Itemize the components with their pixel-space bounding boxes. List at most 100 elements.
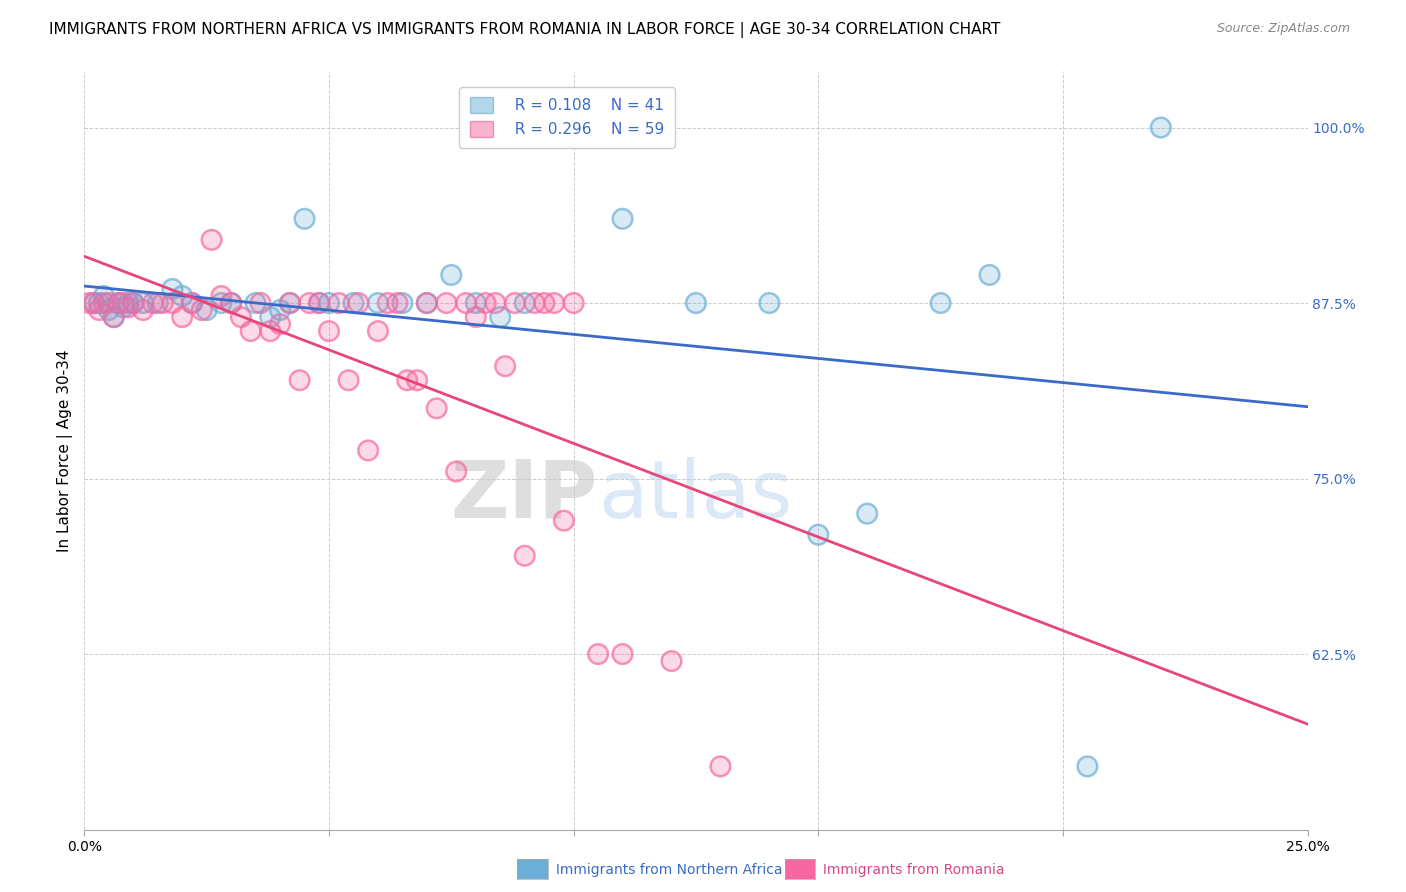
Text: IMMIGRANTS FROM NORTHERN AFRICA VS IMMIGRANTS FROM ROMANIA IN LABOR FORCE | AGE : IMMIGRANTS FROM NORTHERN AFRICA VS IMMIG… [49,22,1001,38]
Point [586,647,609,661]
Point [342,296,364,310]
Point [172,310,194,324]
Point [239,324,262,338]
Point [288,373,311,387]
Point [112,296,135,310]
Point [454,296,477,310]
Point [87,303,110,318]
Point [396,373,419,387]
Point [288,373,311,387]
Point [807,527,830,541]
Point [259,310,281,324]
Point [553,514,575,528]
Point [523,296,546,310]
Point [209,296,232,310]
Point [97,296,120,310]
Point [318,324,340,338]
Point [1076,759,1098,773]
Point [661,654,683,668]
Point [117,300,139,314]
Point [146,296,169,310]
Point [318,296,340,310]
Point [87,296,110,310]
Point [357,443,380,458]
Point [367,296,389,310]
Point [162,282,184,296]
Point [464,310,486,324]
Point [318,324,340,338]
Point [337,373,360,387]
Point [406,373,429,387]
Point [97,303,120,318]
Point [856,507,879,521]
Point [112,300,135,314]
Point [454,296,477,310]
Point [219,296,242,310]
Point [122,296,145,310]
Point [122,296,145,310]
Point [142,296,165,310]
Point [103,310,125,324]
Point [93,289,115,303]
Point [93,296,115,310]
Point [513,296,536,310]
Point [132,296,155,310]
Point [391,296,413,310]
Point [117,296,139,310]
Point [503,296,526,310]
Point [259,324,281,338]
Point [181,296,204,310]
Point [181,296,204,310]
Point [117,300,139,314]
Point [416,296,439,310]
Point [172,289,194,303]
Point [328,296,350,310]
Point [367,296,389,310]
Point [97,296,120,310]
Point [200,233,222,247]
Point [484,296,506,310]
Point [103,310,125,324]
Point [269,303,291,318]
Point [1150,120,1173,135]
Point [709,759,731,773]
Point [533,296,555,310]
Point [245,296,267,310]
Point [77,296,100,310]
Point [308,296,330,310]
Point [308,296,330,310]
Point [117,296,139,310]
Point [112,300,135,314]
Point [308,296,330,310]
Text: atlas: atlas [598,457,793,535]
Point [440,268,463,282]
Point [367,324,389,338]
Point [856,507,879,521]
Point [107,296,129,310]
Point [219,296,242,310]
Point [328,296,350,310]
Point [562,296,585,310]
Point [172,310,194,324]
Point [146,296,169,310]
Point [387,296,409,310]
Point [612,211,634,226]
Point [87,303,110,318]
Point [464,296,486,310]
Point [337,373,360,387]
Point [484,296,506,310]
Point [807,527,830,541]
Point [294,211,316,226]
Point [172,289,194,303]
Point [269,317,291,331]
Point [142,296,165,310]
Point [181,296,204,310]
Point [239,324,262,338]
Point [612,211,634,226]
Point [278,296,301,310]
Text: Immigrants from Romania: Immigrants from Romania [801,863,1005,877]
Point [209,289,232,303]
Point [195,303,218,318]
Text: Source: ZipAtlas.com: Source: ZipAtlas.com [1216,22,1350,36]
Point [152,296,174,310]
